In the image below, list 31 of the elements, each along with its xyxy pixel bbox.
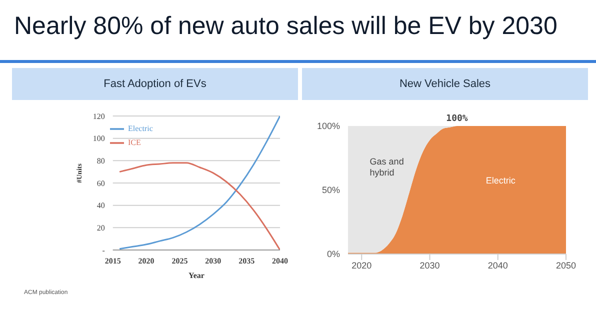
y-tick-label: 100	[92, 134, 105, 144]
y-tick-label: 40	[96, 201, 105, 210]
x-tick-label: 2030	[420, 260, 440, 270]
line-series	[118, 116, 280, 250]
chart-title: Fast Adoption of EVs	[12, 68, 298, 100]
y-tick-label: 0%	[326, 249, 340, 260]
x-tick-label: 2040	[488, 260, 508, 270]
x-tick-label: 2030	[205, 256, 222, 266]
annotation: 100%	[446, 114, 468, 124]
x-axis-title: Year	[188, 271, 205, 280]
x-tick-label: 2050	[556, 260, 576, 270]
chart-title: New Vehicle Sales	[302, 68, 588, 100]
y-tick-label: -	[102, 246, 106, 255]
y-tick-label: 100%	[316, 121, 340, 132]
y-tick-label: 120	[92, 112, 105, 121]
x-tick-label: 2040	[272, 256, 288, 266]
y-tick-label: 20	[96, 224, 105, 233]
y-tick-label: 60	[96, 178, 105, 188]
x-tick-label: 2025	[172, 256, 188, 266]
legend-label: ICE	[128, 138, 141, 147]
series-label: Electric	[486, 176, 516, 186]
y-tick-label: 50%	[322, 185, 340, 196]
text: Nearly 80% of new auto sales will be EV by 2030	[14, 12, 558, 41]
y-tick-label: 80	[96, 156, 105, 166]
line-series	[118, 162, 280, 250]
x-tick-label: 2020	[352, 260, 372, 270]
series-label: Gas and hybrid	[370, 156, 404, 178]
x-tick-label: 2015	[104, 256, 121, 266]
x-tick-label: 2020	[138, 256, 154, 266]
legend-label: Electric	[128, 124, 153, 133]
x-tick-label: 2035	[238, 256, 255, 266]
